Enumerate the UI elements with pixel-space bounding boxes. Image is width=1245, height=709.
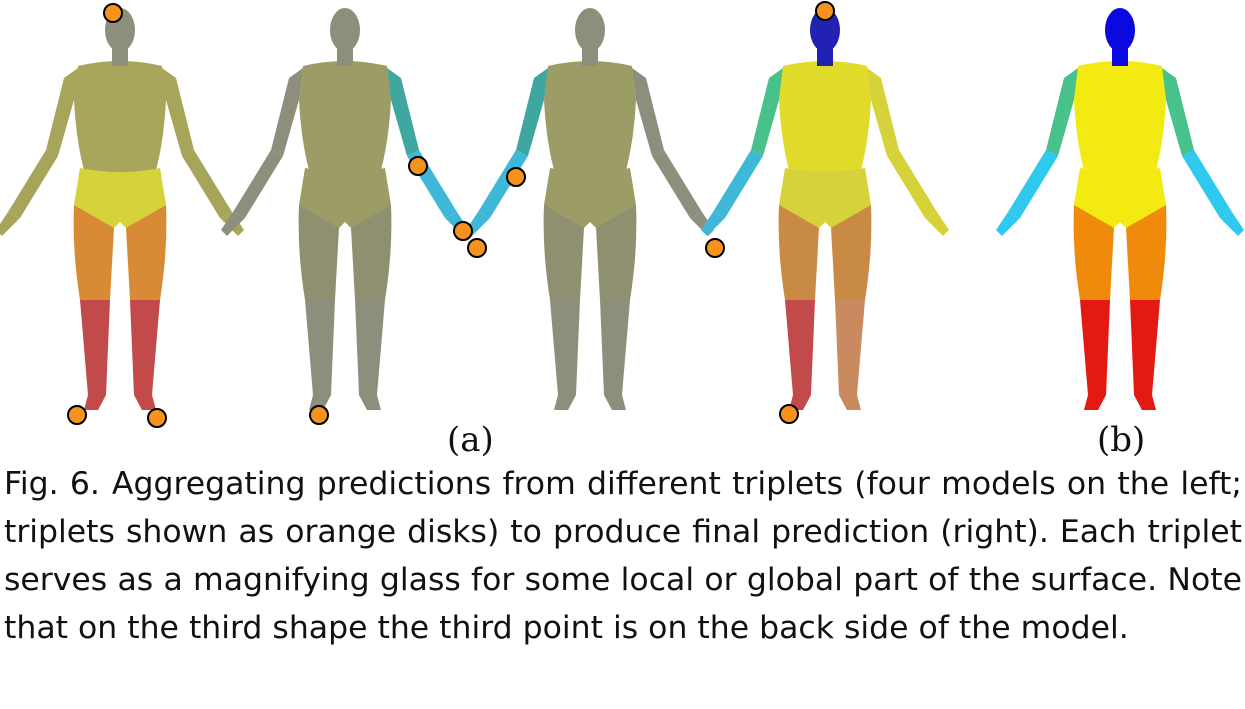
triplet-disk [815, 1, 835, 21]
figure-caption: Fig. 6. Aggregating predictions from diff… [4, 460, 1242, 652]
triplet-disk [67, 405, 87, 425]
caption-text: Aggregating predictions from different t… [4, 466, 1242, 646]
triplet-disk [408, 156, 428, 176]
model-4 [701, 8, 949, 410]
triplet-disks [67, 1, 835, 428]
triplet-disk [309, 405, 329, 425]
triplet-disk [705, 238, 725, 258]
figure-label: Fig. 6. [4, 466, 100, 502]
triplet-disk [467, 238, 487, 258]
model-1 [0, 8, 244, 410]
sublabel-a: (a) [447, 420, 494, 460]
triplet-disk [453, 221, 473, 241]
triplet-disk [779, 404, 799, 424]
figure: (a) (b) [0, 1, 1244, 460]
triplet-disk [147, 408, 167, 428]
triplet-disk [103, 3, 123, 23]
sublabel-b: (b) [1097, 420, 1146, 460]
final-prediction [996, 8, 1244, 410]
model-3 [466, 8, 714, 410]
figure-canvas [0, 1, 1244, 428]
triplet-disk [506, 167, 526, 187]
model-2 [221, 8, 469, 410]
